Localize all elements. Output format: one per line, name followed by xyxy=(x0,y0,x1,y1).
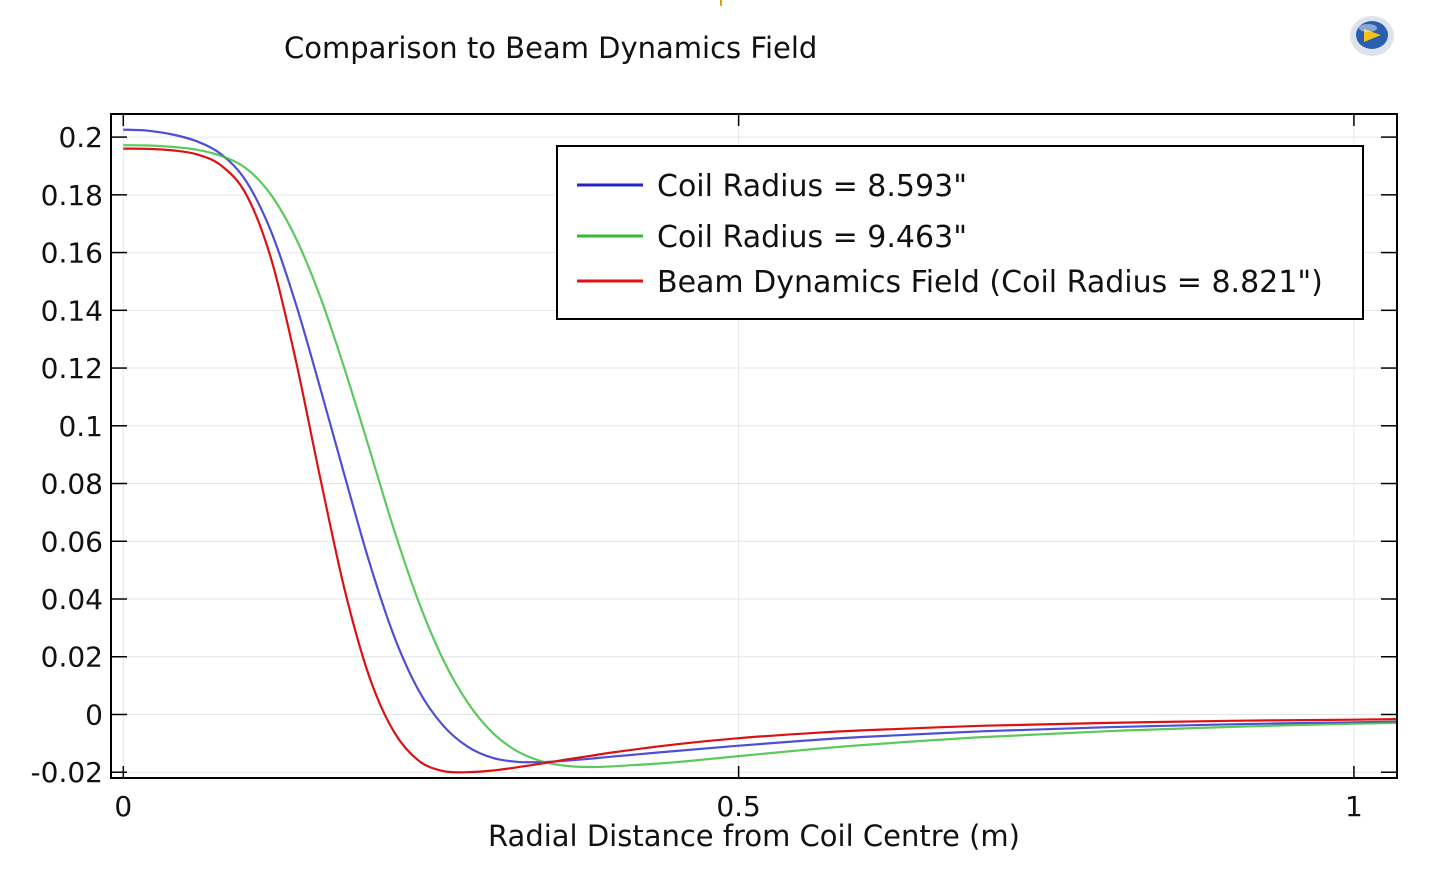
legend-label-3: Beam Dynamics Field (Coil Radius = 8.821… xyxy=(657,265,1323,300)
y-tick-label: 0.06 xyxy=(41,525,103,558)
y-tick-label: 0.16 xyxy=(41,237,103,270)
y-tick-label: 0.1 xyxy=(58,410,103,443)
y-tick-label: -0.02 xyxy=(31,756,103,789)
plot-frame xyxy=(110,113,1398,779)
y-tick-label: 0 xyxy=(85,698,103,731)
legend-box xyxy=(556,145,1364,320)
chart-title: Comparison to Beam Dynamics Field xyxy=(284,31,817,65)
y-tick-label: 0.08 xyxy=(41,468,103,501)
y-tick-labels: 0.2 0.18 0.16 0.14 0.12 0.1 0.08 0.06 0.04 0.02 0 -… xyxy=(31,121,103,789)
legend-label-2: Coil Radius = 9.463" xyxy=(657,220,967,255)
x-tick-label: 1 xyxy=(1345,790,1363,823)
x-axis-label: Radial Distance from Coil Centre (m) xyxy=(488,819,1020,853)
y-tick-label: 0.14 xyxy=(41,294,103,327)
legend-label-1: Coil Radius = 8.593" xyxy=(657,169,967,204)
axis-ticks xyxy=(111,114,1397,778)
series-lines xyxy=(123,128,1398,774)
x-tick-label: 0.5 xyxy=(716,790,761,823)
y-tick-label: 0.2 xyxy=(58,121,103,154)
y-tick-label: 0.02 xyxy=(41,641,103,674)
x-tick-label: 0 xyxy=(114,790,132,823)
y-tick-label: 0.12 xyxy=(41,352,103,385)
series-line-3 xyxy=(123,147,1398,774)
series-line-1 xyxy=(123,128,1398,764)
y-tick-label: 0.18 xyxy=(41,179,103,212)
comsol-logo-icon xyxy=(1350,16,1394,56)
legend: Coil Radius = 8.593" Coil Radius = 9.463"… xyxy=(556,145,1364,320)
series-line-2 xyxy=(123,144,1398,769)
x-tick-labels: 0 0.5 1 xyxy=(114,790,1362,823)
y-tick-label: 0.04 xyxy=(41,583,103,616)
